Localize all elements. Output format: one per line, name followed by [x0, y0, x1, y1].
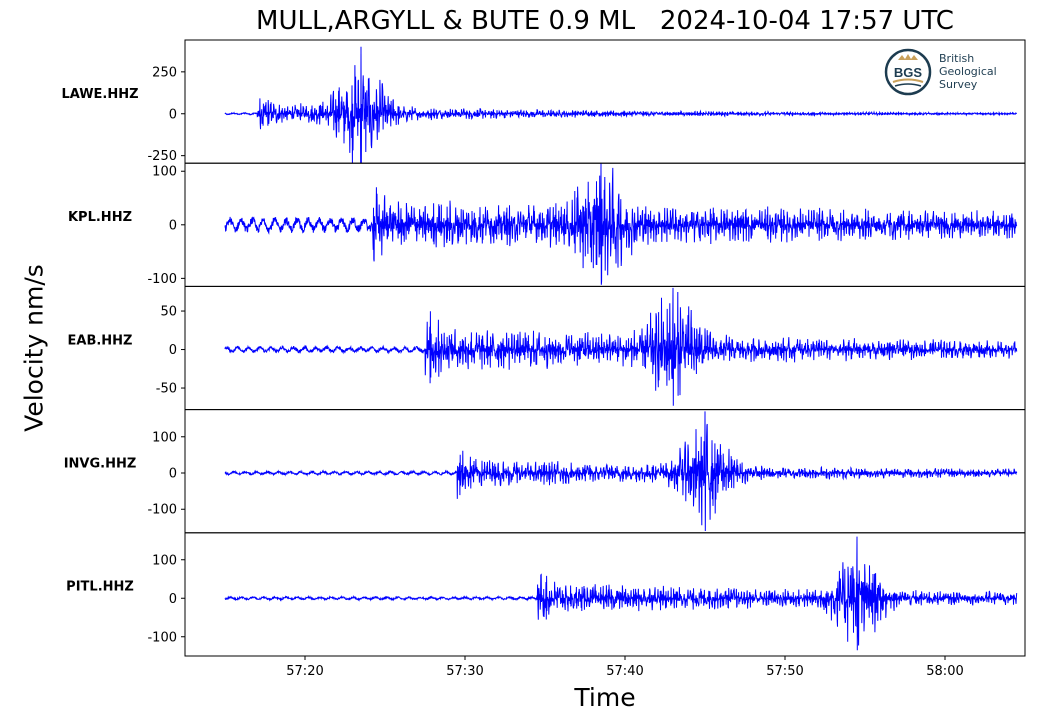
y-tick-label: 0 — [169, 592, 177, 607]
x-tick-label: 57:30 — [446, 664, 483, 679]
crown-icon — [898, 54, 918, 60]
logo-line3: Survey — [939, 78, 978, 91]
station-label: PITL.HHZ — [66, 580, 134, 595]
waveform-lawe-hhz — [224, 46, 1018, 164]
panel-pitl-hhz: 100 0 -100 PITL.HHZ — [66, 532, 1026, 657]
station-label: EAB.HHZ — [68, 333, 133, 348]
x-tick-label: 57:20 — [286, 664, 323, 679]
logo-abbr: BGS — [894, 65, 923, 80]
waveform-pitl-hhz — [224, 536, 1018, 651]
y-tick-label: -100 — [147, 630, 177, 645]
y-tick-label: -100 — [147, 272, 177, 287]
y-tick-label: 50 — [160, 305, 177, 320]
panel-eab-hhz: 50 0 -50 EAB.HHZ — [68, 285, 1026, 411]
logo-line1: British — [939, 52, 974, 65]
station-label: KPL.HHZ — [68, 210, 132, 225]
x-axis-label: Time — [574, 683, 636, 712]
y-tick-label: 100 — [152, 165, 177, 180]
logo-line2: Geological — [939, 65, 997, 78]
y-tick-label: -50 — [156, 382, 177, 397]
waveform-invg-hhz — [224, 411, 1018, 532]
panel-kpl-hhz: 100 0 -100 KPL.HHZ — [68, 162, 1026, 287]
bgs-logo: BGS British Geological Survey — [884, 48, 997, 96]
chart-title: MULL,ARGYLL & BUTE 0.9 ML 2024-10-04 17:… — [256, 6, 954, 36]
x-tick-label: 58:00 — [926, 664, 963, 679]
station-label: LAWE.HHZ — [61, 87, 138, 102]
y-tick-label: 0 — [169, 218, 177, 233]
waveform-eab-hhz — [224, 287, 1018, 406]
y-tick-label: 250 — [152, 65, 177, 80]
panel-frame — [184, 532, 1026, 657]
y-tick-label: 100 — [152, 553, 177, 568]
x-tick-label: 57:50 — [766, 664, 803, 679]
x-tick-label: 57:40 — [606, 664, 643, 679]
y-tick-label: 0 — [169, 107, 177, 122]
panel-invg-hhz: 100 0 -100 INVG.HHZ — [64, 409, 1026, 534]
y-tick-label: 0 — [169, 343, 177, 358]
y-tick-label: -250 — [147, 149, 177, 164]
station-label: INVG.HHZ — [64, 457, 137, 472]
y-tick-label: -100 — [147, 503, 177, 518]
waveform-kpl-hhz — [224, 163, 1018, 285]
panel-lawe-hhz: 250 0 -250 LAWE.HHZ — [61, 39, 1026, 164]
y-tick-label: 0 — [169, 467, 177, 482]
y-tick-label: 100 — [152, 430, 177, 445]
